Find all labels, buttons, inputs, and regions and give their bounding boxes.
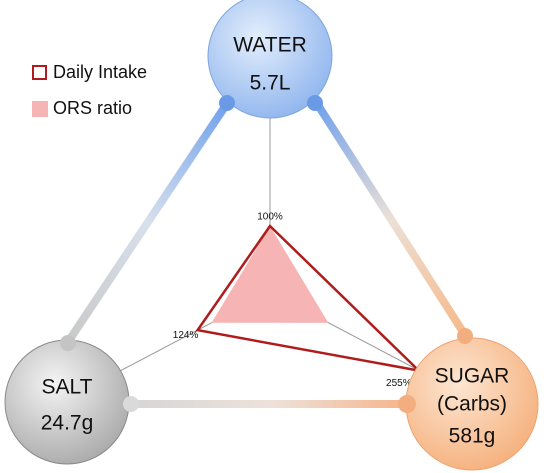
node-value: 581g [449, 425, 496, 448]
value-label: 124% [173, 330, 199, 341]
dot [398, 395, 416, 413]
value-label: 255% [386, 378, 412, 389]
legend-label: ORS ratio [53, 98, 132, 118]
connector [312, 98, 469, 339]
radar: 100% 124% 255% [173, 212, 423, 389]
value-label: 100% [257, 212, 283, 223]
ors-polygon [211, 226, 329, 323]
node-value: 24.7g [41, 412, 94, 435]
intake-polygon [195, 224, 423, 373]
legend-swatch [32, 65, 47, 80]
dot [307, 95, 323, 111]
node-circle [207, 0, 333, 119]
dot [60, 335, 76, 351]
connector [64, 98, 232, 346]
node-label: SALT [42, 376, 93, 399]
legend-swatch [32, 101, 48, 117]
node-value: 5.7L [250, 72, 291, 95]
legend-label: Daily Intake [53, 62, 147, 82]
dot [457, 328, 473, 344]
legend: Daily Intake ORS ratio [32, 62, 147, 118]
node-label: (Carbs) [437, 393, 507, 416]
node-label: WATER [233, 34, 307, 57]
node-circle [4, 339, 130, 465]
nodes: WATER 5.7L SALT 24.7g SUGAR (Carbs) 581g [4, 0, 539, 471]
node-label: SUGAR [435, 365, 510, 388]
dot [123, 396, 139, 412]
dot [219, 95, 235, 111]
connectors [64, 98, 469, 408]
